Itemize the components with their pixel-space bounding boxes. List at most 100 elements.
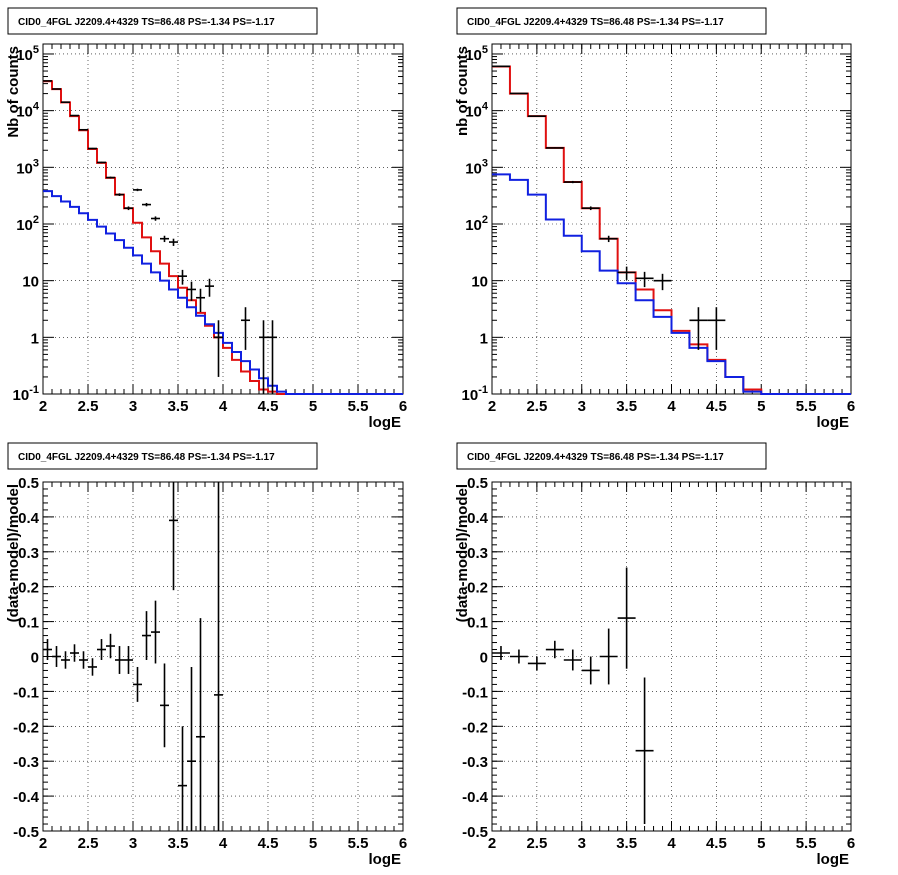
y-tick-label: 0.5 xyxy=(467,475,488,492)
y-axis-title: (data-model)/model xyxy=(5,484,22,622)
histogram-series-2 xyxy=(492,173,851,395)
y-tick-label: 103 xyxy=(16,157,39,177)
y-tick-label: -0.3 xyxy=(13,754,39,771)
x-tick-label: 2 xyxy=(488,398,496,415)
residual-point xyxy=(214,482,223,831)
data-point xyxy=(169,238,178,246)
x-tick-label: 3 xyxy=(578,835,586,852)
x-tick-label: 3 xyxy=(578,398,586,415)
residual-point xyxy=(545,640,564,659)
y-tick-label: -0.4 xyxy=(462,789,489,806)
x-tick-label: 2.5 xyxy=(78,835,99,852)
y-tick-label: 0.4 xyxy=(467,510,489,527)
x-tick-label: 5.5 xyxy=(348,835,369,852)
y-tick-label: -0.4 xyxy=(13,789,40,806)
data-point xyxy=(61,101,70,103)
chart-panel-3: CID0_4FGL J2209.4+4329 TS=86.48 PS=-1.34… xyxy=(5,442,407,868)
chart-title: CID0_4FGL J2209.4+4329 TS=86.48 PS=-1.34… xyxy=(18,452,275,463)
x-tick-label: 3.5 xyxy=(616,398,637,415)
chart-panel-4: CID0_4FGL J2209.4+4329 TS=86.48 PS=-1.34… xyxy=(454,442,855,868)
residual-point xyxy=(97,639,106,660)
residual-point xyxy=(70,644,79,662)
residual-point xyxy=(52,646,61,667)
histogram-series-2 xyxy=(43,190,403,395)
x-tick-label: 3.5 xyxy=(616,835,637,852)
y-tick-label: 0.1 xyxy=(467,615,488,632)
data-point xyxy=(563,180,582,184)
y-tick-label: -0.2 xyxy=(13,719,39,736)
y-tick-label: 105 xyxy=(16,44,39,64)
x-tick-label: 4.5 xyxy=(706,398,727,415)
residual-point xyxy=(563,649,582,671)
residual-point xyxy=(124,646,133,674)
data-point xyxy=(196,288,205,312)
x-tick-label: 5.5 xyxy=(796,398,817,415)
y-tick-label: 102 xyxy=(16,214,39,234)
y-tick-label: 0.2 xyxy=(467,580,488,597)
y-tick-label: 0.1 xyxy=(18,615,39,632)
y-tick-label: 10 xyxy=(471,274,488,291)
residual-point xyxy=(196,618,205,831)
y-tick-label: 1 xyxy=(31,330,39,347)
data-point xyxy=(187,281,196,301)
x-tick-label: 4 xyxy=(667,398,676,415)
data-point xyxy=(142,202,151,207)
data-point xyxy=(106,176,115,179)
x-tick-label: 5.5 xyxy=(796,835,817,852)
data-point xyxy=(527,115,546,117)
x-tick-label: 2 xyxy=(488,835,496,852)
data-point xyxy=(205,278,214,297)
residual-point xyxy=(509,649,528,664)
y-tick-label: 1 xyxy=(480,330,488,347)
x-tick-label: 5 xyxy=(309,398,317,415)
y-tick-label: 0.5 xyxy=(18,475,39,492)
x-tick-label: 5 xyxy=(757,398,765,415)
x-tick-label: 6 xyxy=(399,398,407,415)
x-axis-title: logE xyxy=(817,414,850,431)
title-frame xyxy=(456,442,767,470)
data-point xyxy=(79,128,88,131)
y-tick-label: -0.3 xyxy=(462,754,488,771)
data-point xyxy=(151,216,160,221)
data-point xyxy=(545,147,564,149)
plot-frame xyxy=(491,481,852,832)
residual-point xyxy=(88,658,97,676)
x-tick-label: 2 xyxy=(39,398,47,415)
residual-point xyxy=(169,482,178,591)
chart-title: CID0_4FGL J2209.4+4329 TS=86.48 PS=-1.34… xyxy=(467,17,724,28)
y-tick-label: -0.5 xyxy=(13,824,39,841)
data-point xyxy=(214,320,223,377)
x-tick-label: 3 xyxy=(129,398,137,415)
data-point xyxy=(124,206,133,211)
data-point xyxy=(653,273,672,291)
title-frame xyxy=(456,7,767,35)
residual-point xyxy=(43,639,52,660)
y-tick-label: 104 xyxy=(465,101,489,121)
y-tick-label: -0.1 xyxy=(462,684,488,701)
x-tick-label: 4 xyxy=(219,398,228,415)
residual-point xyxy=(581,656,600,685)
chart-panel-1: CID0_4FGL J2209.4+4329 TS=86.48 PS=-1.34… xyxy=(5,7,407,431)
residual-point xyxy=(178,726,187,831)
x-tick-label: 2 xyxy=(39,835,47,852)
y-tick-label: 103 xyxy=(465,157,488,177)
chart-title-box: CID0_4FGL J2209.4+4329 TS=86.48 PS=-1.34… xyxy=(456,442,767,470)
y-tick-label: 0 xyxy=(31,650,39,667)
data-point xyxy=(88,147,97,150)
x-tick-label: 5 xyxy=(309,835,317,852)
x-tick-label: 4.5 xyxy=(258,835,279,852)
y-tick-label: 104 xyxy=(16,101,40,121)
data-point xyxy=(707,307,726,350)
residual-point xyxy=(106,633,115,659)
chart-title: CID0_4FGL J2209.4+4329 TS=86.48 PS=-1.34… xyxy=(467,452,724,463)
data-point xyxy=(70,114,79,117)
chart-title-box: CID0_4FGL J2209.4+4329 TS=86.48 PS=-1.34… xyxy=(7,442,318,470)
y-tick-label: -0.1 xyxy=(13,684,39,701)
y-tick-label: 0 xyxy=(480,650,488,667)
data-point xyxy=(115,193,124,196)
title-frame xyxy=(7,442,318,470)
x-tick-label: 6 xyxy=(847,398,855,415)
y-tick-label: -0.2 xyxy=(462,719,488,736)
data-point xyxy=(635,271,654,288)
